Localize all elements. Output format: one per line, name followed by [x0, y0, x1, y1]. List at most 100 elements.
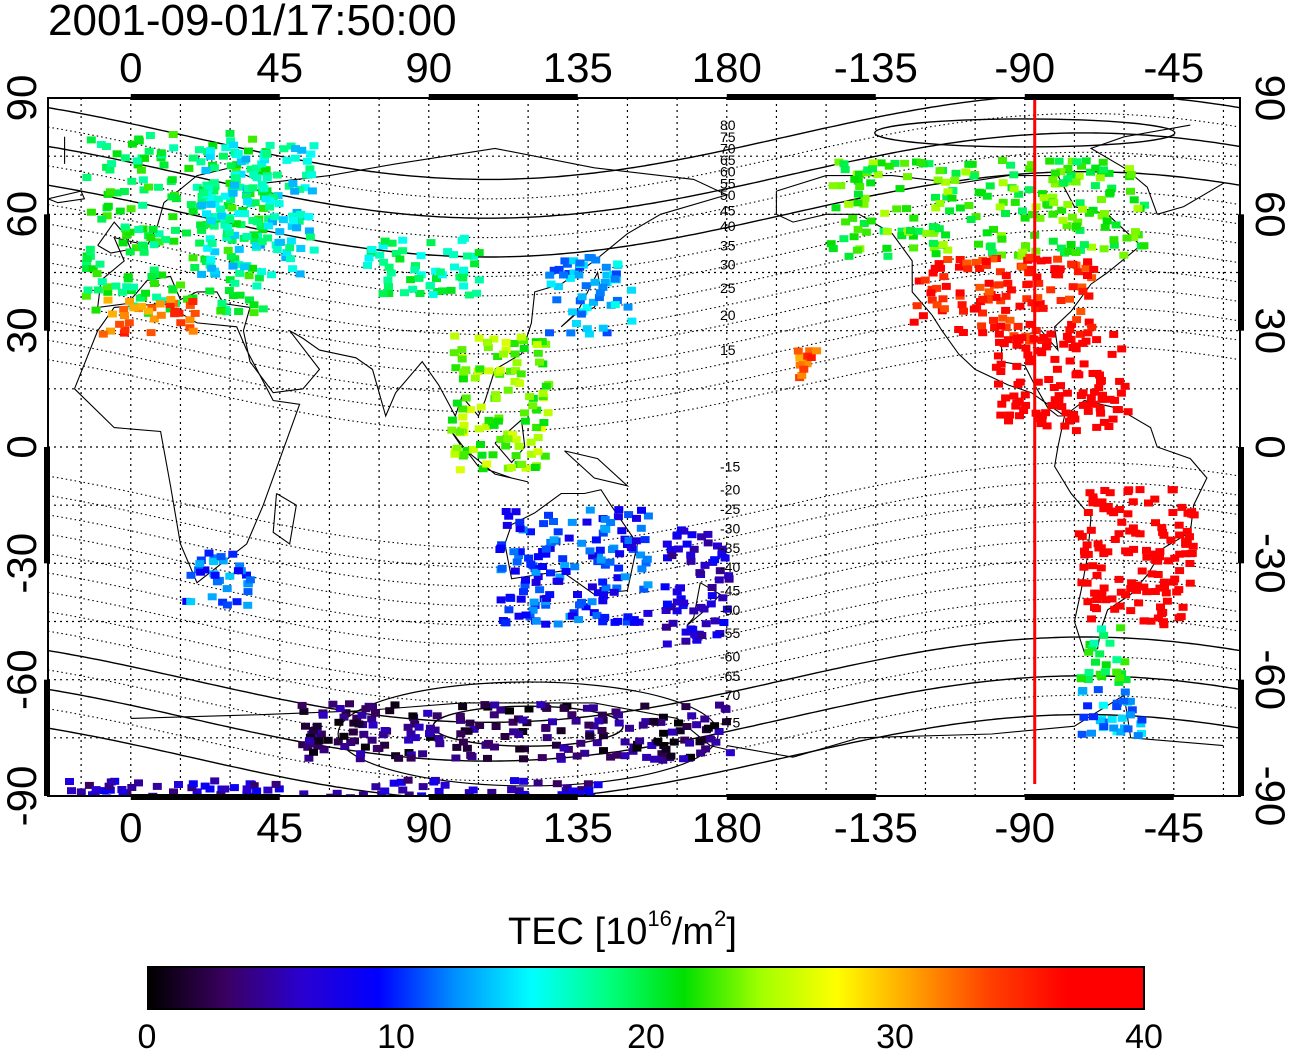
tec-cell [1188, 542, 1198, 550]
coastline [494, 418, 526, 464]
tec-cell [866, 217, 876, 225]
tec-cell [197, 197, 207, 205]
tec-cell [1107, 350, 1117, 358]
tec-cell [1185, 560, 1195, 567]
tec-cell [1166, 536, 1176, 544]
tec-cell [939, 305, 949, 313]
tec-cell [1175, 567, 1185, 575]
mag-latitude-contour [48, 558, 1240, 646]
tec-cell [1056, 244, 1066, 252]
tec-cell [463, 727, 473, 735]
tec-cell [1132, 586, 1141, 594]
tec-cell [213, 195, 223, 203]
tec-cell [469, 252, 479, 260]
tec-cell [288, 180, 298, 187]
tec-cell [371, 783, 381, 791]
tec-cell [234, 308, 244, 315]
tec-cell [1121, 676, 1131, 684]
tec-cell [892, 205, 902, 213]
tec-cell [993, 352, 1003, 360]
tec-cell [1168, 509, 1178, 516]
tec-cell [115, 207, 125, 215]
tec-cell [132, 157, 142, 165]
tec-cell [575, 790, 585, 796]
tec-cell [514, 612, 524, 620]
tec-cell [589, 722, 599, 730]
tec-cell [319, 746, 329, 754]
tec-cell [203, 244, 213, 252]
tec-cell [569, 269, 579, 277]
tec-cell [254, 274, 264, 282]
tec-cell [536, 424, 546, 432]
tec-cell [398, 247, 408, 255]
tec-cell [447, 416, 457, 424]
tec-cell [584, 330, 594, 338]
tec-cell [1096, 409, 1106, 417]
tec-cell [639, 585, 649, 593]
tec-cell [938, 295, 948, 303]
tec-cell [136, 166, 146, 174]
tec-cell [154, 238, 164, 246]
tec-cell [966, 216, 976, 223]
tec-cell [368, 703, 377, 711]
top-longitude-label: -90 [994, 44, 1055, 91]
tec-cell [288, 265, 298, 273]
tec-cell [359, 730, 369, 738]
tec-cell [554, 265, 564, 273]
tec-cell [1139, 242, 1149, 250]
tec-cell [850, 175, 860, 183]
tec-cell [1005, 316, 1015, 324]
tec-cell [582, 518, 592, 526]
tec-cell [642, 555, 652, 563]
tec-cell [509, 340, 519, 347]
tec-cell [994, 330, 1004, 338]
tec-cell [1126, 171, 1136, 178]
tec-cell [669, 738, 679, 746]
tec-cell [1128, 524, 1138, 532]
tec-cell [552, 741, 561, 749]
tec-cell [1088, 370, 1098, 377]
tec-cell [627, 286, 636, 294]
tec-cell [1100, 487, 1110, 494]
tec-cell [634, 618, 644, 626]
tec-cell [1084, 648, 1094, 656]
tec-cell [263, 234, 273, 242]
border-segment [44, 447, 50, 564]
tec-cell [679, 527, 689, 535]
tec-cell [585, 547, 595, 555]
tec-cell [714, 576, 724, 584]
tec-cell [637, 565, 647, 573]
tec-cell [657, 750, 667, 758]
tec-cell [1084, 318, 1094, 326]
tec-cell [1020, 214, 1030, 222]
coastline [564, 450, 630, 487]
tec-cell [144, 183, 153, 191]
tec-cell [1082, 541, 1092, 549]
tec-cell [218, 598, 228, 606]
tec-cell [902, 205, 911, 213]
tec-cell [998, 198, 1008, 206]
tec-cell [975, 265, 985, 272]
tec-cell [1067, 213, 1077, 221]
tec-cell [562, 260, 572, 268]
tec-cell [270, 213, 280, 221]
tec-cell [1125, 697, 1135, 705]
tec-cell [1024, 186, 1034, 194]
tec-cell [531, 568, 541, 576]
tec-cell [996, 360, 1006, 368]
tec-cell [1061, 409, 1071, 417]
tec-cell [565, 274, 575, 282]
tec-cell [998, 157, 1007, 164]
tec-cell [544, 511, 553, 519]
coastline [272, 493, 297, 545]
tec-cell [900, 159, 910, 167]
tec-cell [1013, 322, 1023, 330]
tec-cell [275, 228, 285, 236]
tec-cell [1056, 297, 1066, 304]
tec-cell [903, 173, 912, 181]
tec-cell [868, 165, 877, 173]
tec-cell [446, 286, 456, 294]
tec-cell [1081, 264, 1091, 272]
tec-cell [614, 564, 624, 572]
tec-cell [714, 728, 724, 735]
